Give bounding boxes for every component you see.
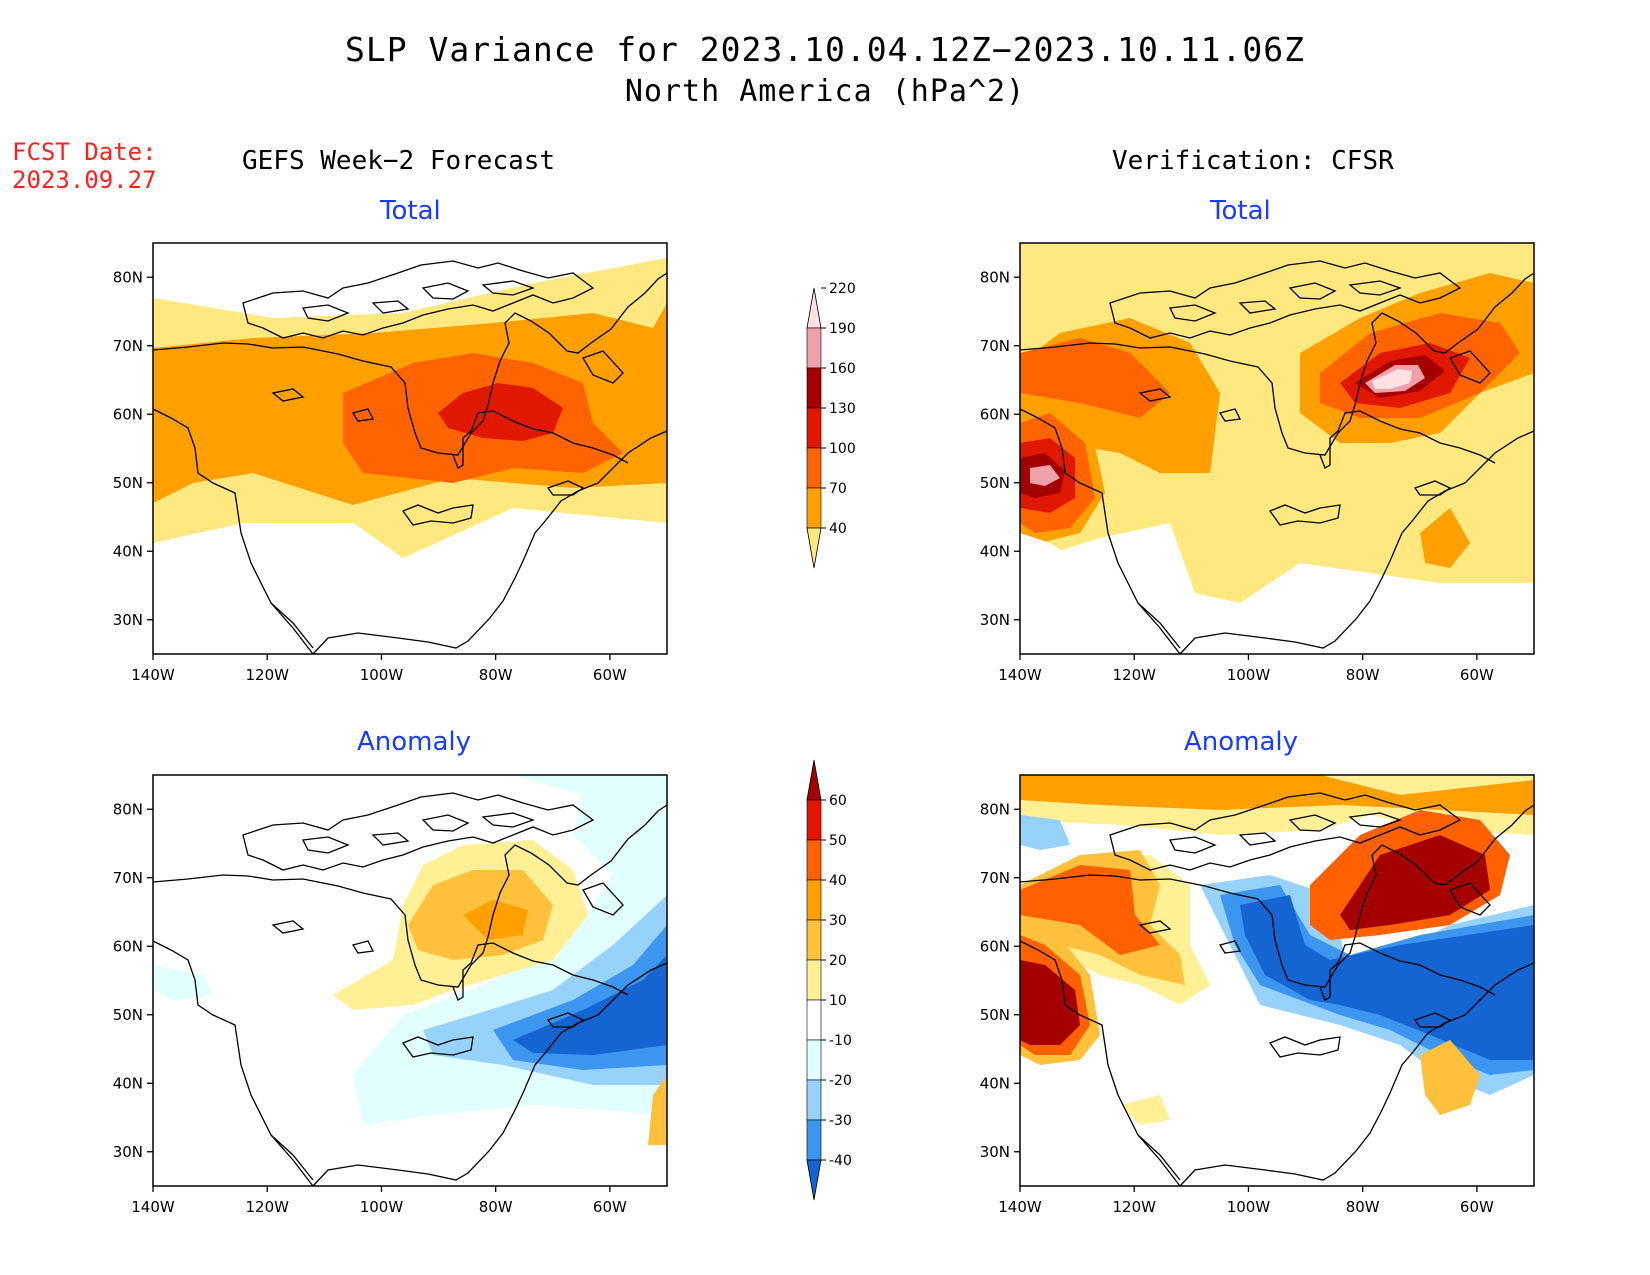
colorbar-total-swatch — [806, 367, 822, 409]
colorbar-total-swatch — [806, 487, 822, 529]
colorbar-anomaly-swatch — [806, 959, 822, 1001]
lat-tick-label: 80N — [113, 268, 143, 286]
colorbar-total-label: 40 — [829, 521, 847, 537]
colorbar-total-bottom-arrow — [806, 527, 822, 569]
colorbar-anomaly-label: 10 — [829, 993, 847, 1009]
colorbar-anomaly-label: -20 — [829, 1073, 852, 1089]
lon-tick-label: 80W — [479, 666, 513, 684]
fcst-date-block: FCST Date: 2023.09.27 — [12, 138, 157, 194]
lon-tick-label: 140W — [131, 1198, 175, 1216]
colorbar-total-swatch — [806, 447, 822, 489]
lon-tick-label: 60W — [593, 1198, 627, 1216]
lat-tick-label: 40N — [113, 542, 143, 560]
lon-tick-label: 80W — [1346, 666, 1380, 684]
lat-tick-label: 50N — [113, 1006, 143, 1024]
colorbar-total-swatch — [806, 327, 822, 369]
panel-title-forecast-total: Total — [380, 196, 441, 226]
lat-tick-label: 50N — [980, 474, 1010, 492]
lon-tick-label: 80W — [1346, 1198, 1380, 1216]
lat-tick-label: 70N — [113, 337, 143, 355]
colorbar-anomaly-swatch — [806, 1079, 822, 1121]
colorbar-anomaly-label: 30 — [829, 913, 847, 929]
lat-tick-label: 30N — [980, 1143, 1010, 1161]
main-title: SLP Variance for 2023.10.04.12Z−2023.10.… — [345, 30, 1305, 69]
colorbar-anomaly-swatch — [806, 799, 822, 841]
map-verif-anomaly — [1019, 774, 1535, 1187]
map-verif-total — [1019, 242, 1535, 655]
lat-tick-label: 50N — [113, 474, 143, 492]
colorbar-anomaly-label: 50 — [829, 833, 847, 849]
fcst-date: 2023.09.27 — [12, 166, 157, 194]
lat-tick-label: 60N — [980, 937, 1010, 955]
colorbar-total-label: 100 — [829, 441, 856, 457]
left-column-header: GEFS Week−2 Forecast — [242, 146, 556, 176]
lat-tick-label: 30N — [113, 1143, 143, 1161]
colorbar-anomaly-label: 60 — [829, 793, 847, 809]
lon-tick-label: 120W — [245, 666, 289, 684]
colorbar-anomaly-swatch — [806, 839, 822, 881]
panel-title-forecast-anomaly: Anomaly — [357, 727, 472, 757]
main-subtitle: North America (hPa^2) — [624, 74, 1026, 109]
lat-tick-label: 30N — [980, 611, 1010, 629]
axes-layer: 140W 120W 100W 80W 60W 30N 40N 50N 60N 70N 80N 140W… — [113, 268, 1494, 1216]
colorbar-total-top-arrow — [806, 287, 822, 329]
colorbar-anomaly-label: -40 — [829, 1153, 852, 1169]
lon-tick-label: 100W — [360, 1198, 404, 1216]
lat-tick-label: 80N — [113, 800, 143, 818]
colorbar-anomaly-label: -30 — [829, 1113, 852, 1129]
lon-tick-label: 100W — [360, 666, 404, 684]
lat-tick-label: 80N — [980, 268, 1010, 286]
right-column-header: Verification: CFSR — [1112, 146, 1394, 176]
lon-tick-label: 60W — [1460, 1198, 1494, 1216]
colorbar-anomaly-label: 40 — [829, 873, 847, 889]
lat-tick-label: 60N — [113, 405, 143, 423]
lon-tick-label: 80W — [479, 1198, 513, 1216]
colorbar-anomaly-swatch — [806, 1119, 822, 1161]
lat-tick-label: 70N — [980, 337, 1010, 355]
colorbar-layer: 40 70 100 130 160 190 220 -40 -30 -20 -10 10 20 30 40 5… — [806, 281, 856, 1201]
lon-tick-label: 60W — [593, 666, 627, 684]
colorbar-anomaly-swatch — [806, 919, 822, 961]
lon-tick-label: 100W — [1227, 666, 1271, 684]
lat-tick-label: 50N — [980, 1006, 1010, 1024]
colorbar-total-label: 70 — [829, 481, 847, 497]
colorbar-total-label: 190 — [829, 321, 856, 337]
lon-tick-label: 140W — [998, 1198, 1042, 1216]
colorbar-total-label: 130 — [829, 401, 856, 417]
lon-tick-label: 60W — [1460, 666, 1494, 684]
lat-tick-label: 40N — [113, 1074, 143, 1092]
lon-tick-label: 120W — [1112, 666, 1156, 684]
panel-title-verif-total: Total — [1210, 196, 1271, 226]
lat-tick-label: 60N — [980, 405, 1010, 423]
lat-tick-label: 40N — [980, 1074, 1010, 1092]
lat-tick-label: 70N — [113, 869, 143, 887]
colorbar-anomaly-label: -10 — [829, 1033, 852, 1049]
lon-tick-label: 140W — [131, 666, 175, 684]
map-forecast-anomaly — [152, 774, 668, 1187]
lon-tick-label: 140W — [998, 666, 1042, 684]
lat-tick-label: 60N — [113, 937, 143, 955]
colorbar-anomaly-top-arrow — [806, 759, 822, 801]
lon-tick-label: 100W — [1227, 1198, 1271, 1216]
colorbar-total-label: 220 — [829, 281, 856, 297]
colorbar-total-label: 160 — [829, 361, 856, 377]
colorbar-anomaly-bottom-arrow — [806, 1159, 822, 1201]
lat-tick-label: 30N — [113, 611, 143, 629]
map-forecast-total — [152, 242, 668, 655]
lat-tick-label: 80N — [980, 800, 1010, 818]
colorbar-anomaly-swatch — [806, 999, 822, 1041]
fcst-label: FCST Date: — [12, 138, 157, 166]
panel-title-verif-anomaly: Anomaly — [1184, 727, 1299, 757]
colorbar-anomaly-swatch — [806, 879, 822, 921]
lon-tick-label: 120W — [1112, 1198, 1156, 1216]
lat-tick-label: 40N — [980, 542, 1010, 560]
colorbar-total-swatch — [806, 407, 822, 449]
colorbar-anomaly-swatch — [806, 1039, 822, 1081]
colorbar-anomaly-label: 20 — [829, 953, 847, 969]
lon-tick-label: 120W — [245, 1198, 289, 1216]
lat-tick-label: 70N — [980, 869, 1010, 887]
